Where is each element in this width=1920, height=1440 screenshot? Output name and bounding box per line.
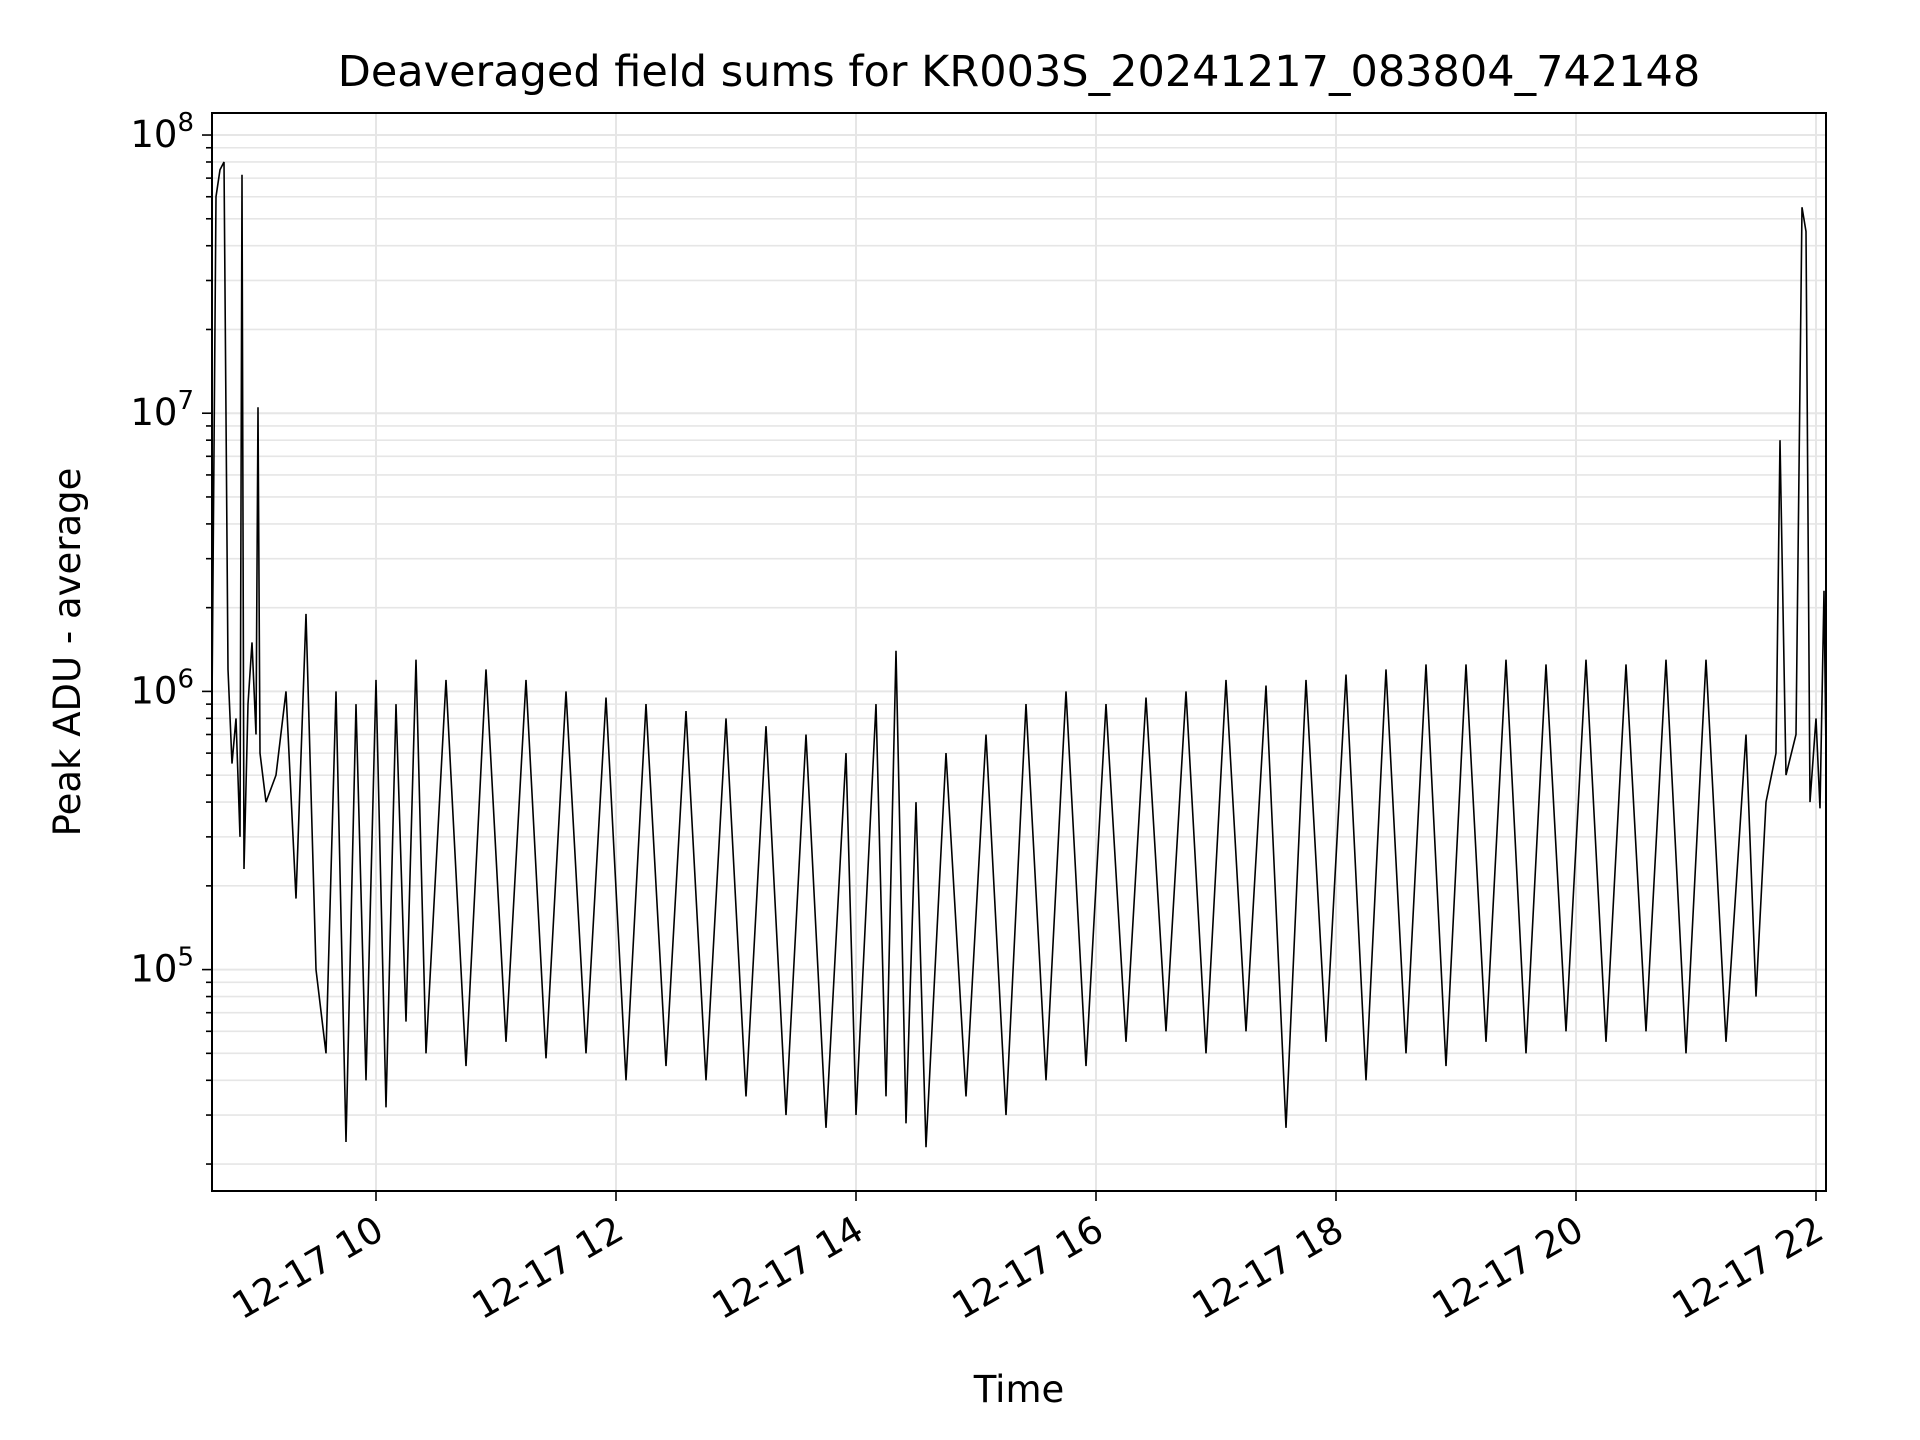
y-tick-label: 106: [130, 664, 194, 712]
chart-title: Deaveraged field sums for KR003S_2024121…: [338, 47, 1701, 97]
x-axis-label: Time: [973, 1368, 1065, 1411]
y-tick-label: 107: [130, 386, 194, 434]
y-axis-label: Peak ADU - average: [46, 468, 89, 837]
y-tick-label: 108: [130, 108, 194, 156]
series-layer: [211, 161, 1827, 1148]
series-line: [211, 161, 1827, 1148]
y-tick-label: 105: [130, 943, 194, 991]
plot-frame: [211, 112, 1827, 1192]
